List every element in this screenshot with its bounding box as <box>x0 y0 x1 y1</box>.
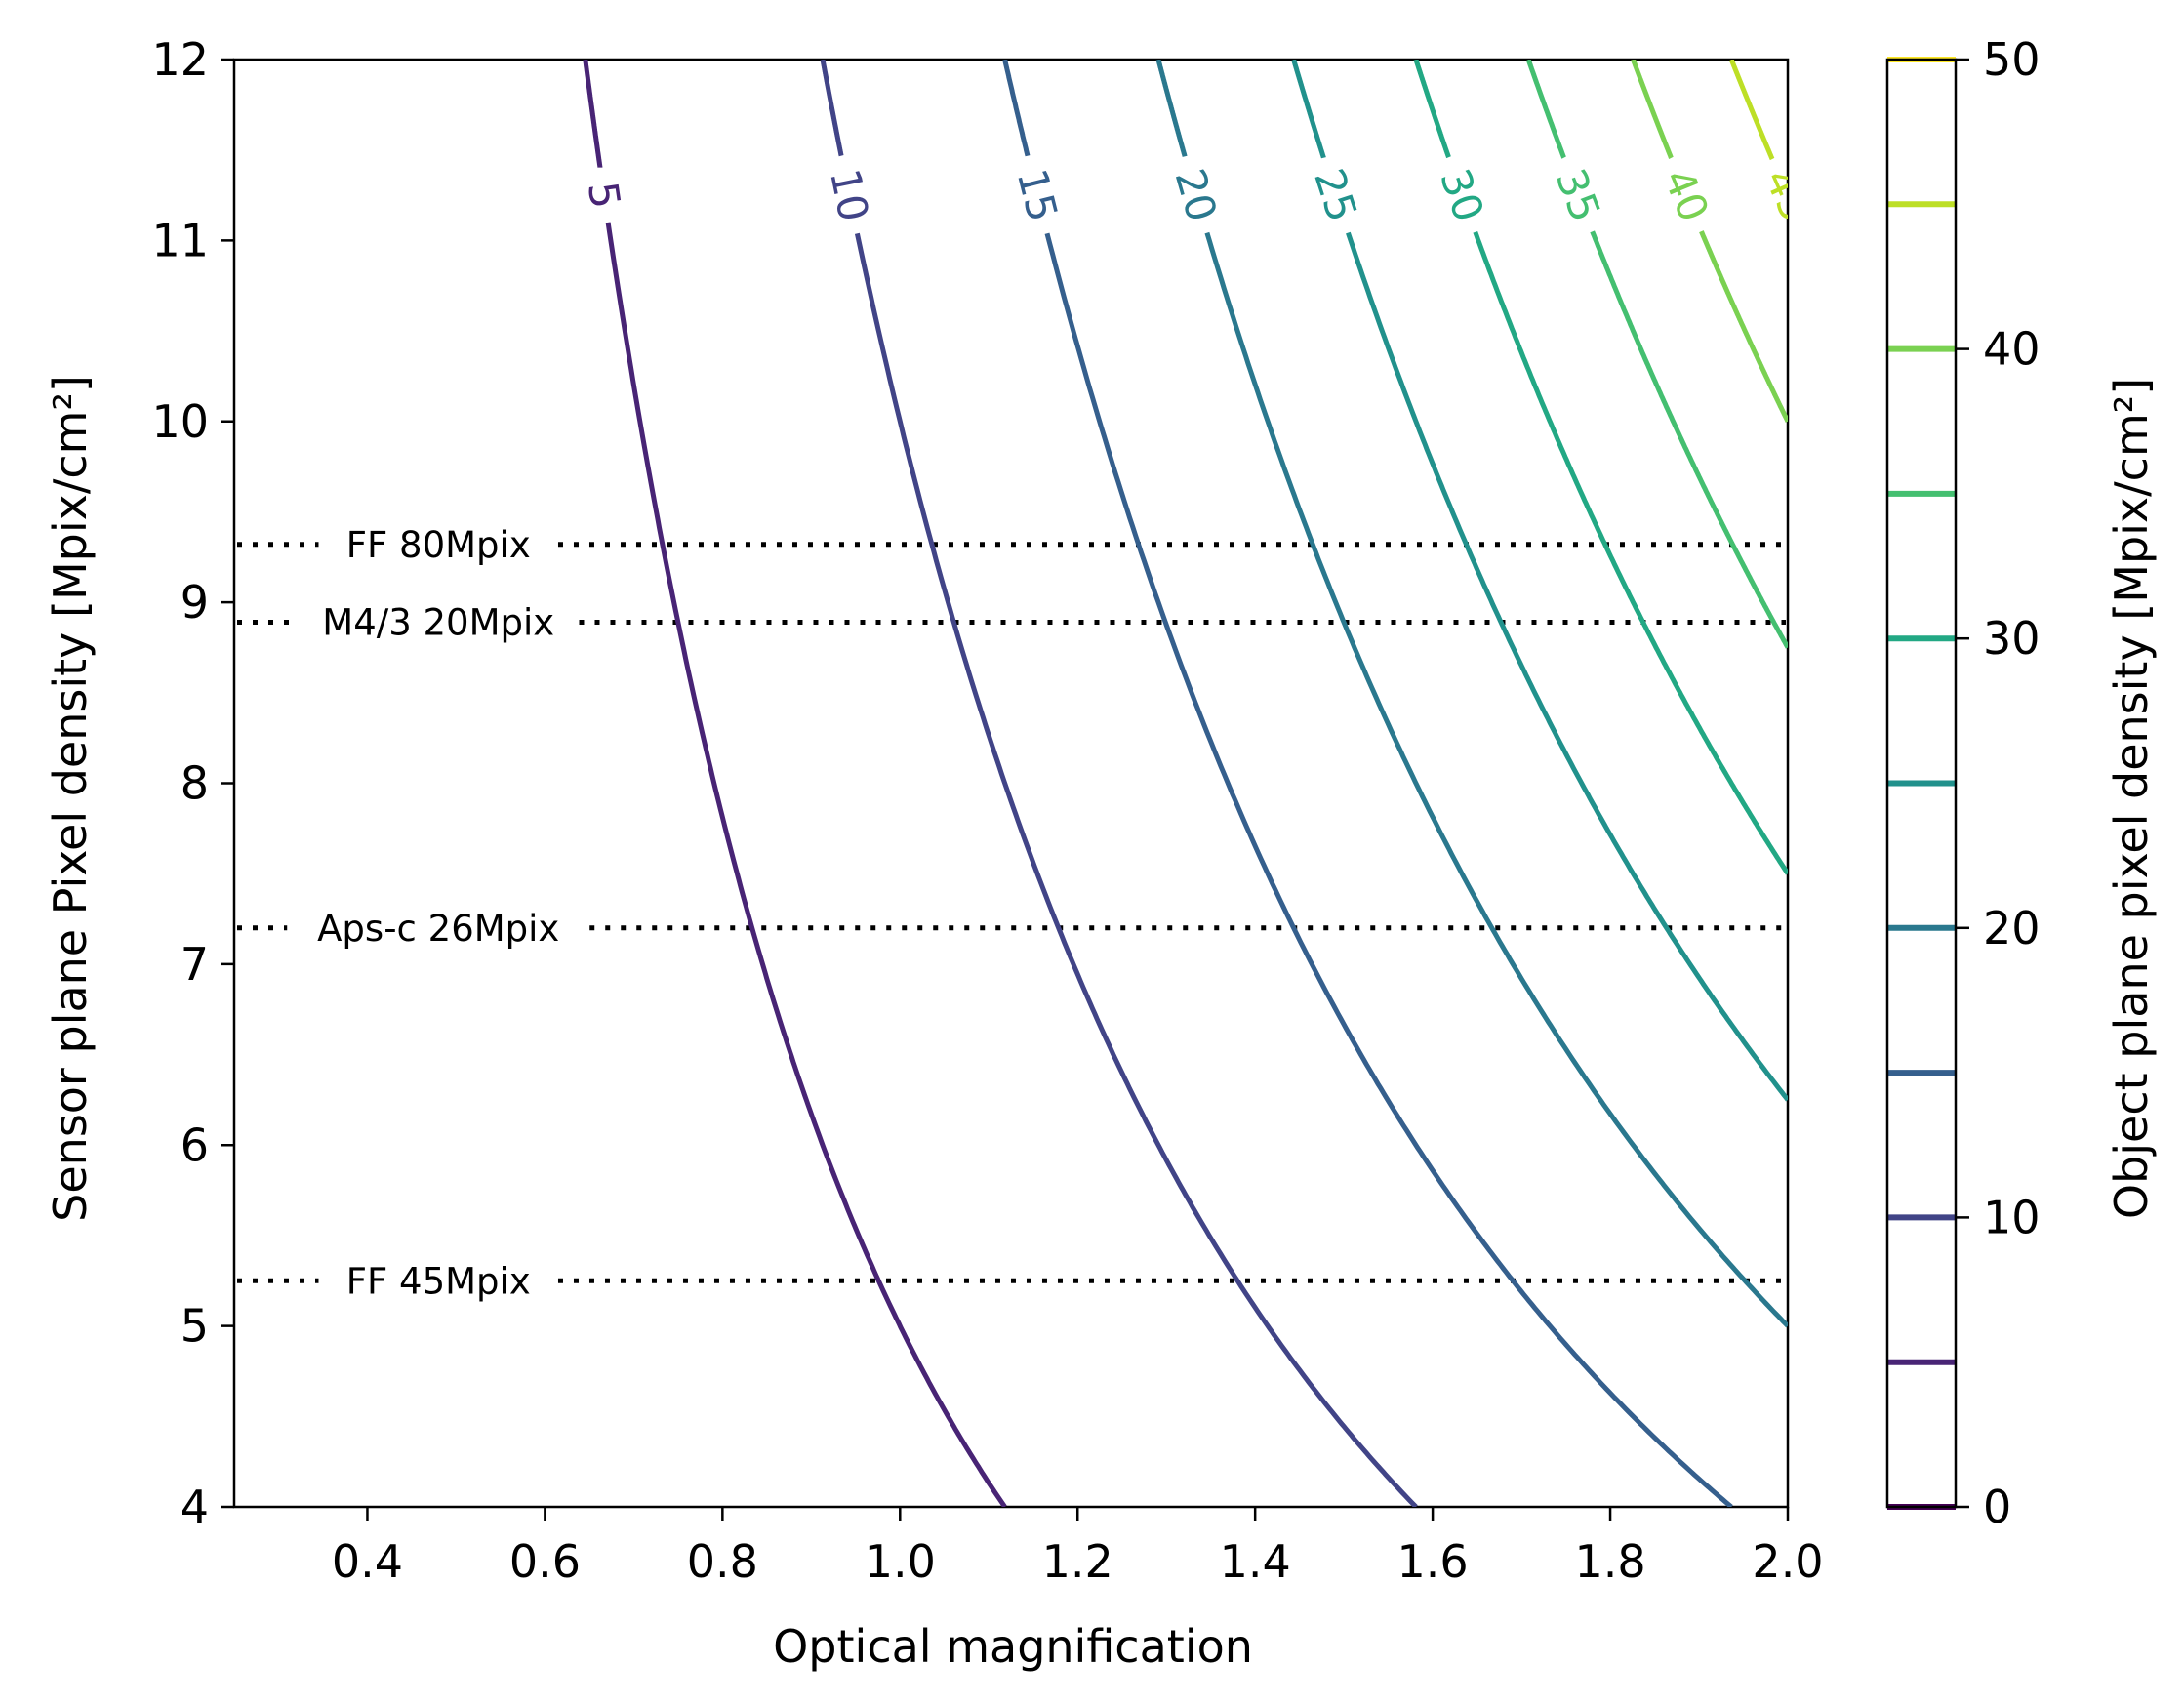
contour-line-45 <box>1728 60 1775 161</box>
contour-line-40 <box>1699 230 1788 423</box>
contour-line-40 <box>1631 60 1674 160</box>
x-tick-label: 0.6 <box>509 1535 581 1588</box>
contour-label-15: 15 <box>1008 164 1068 226</box>
colorbar-tick-label: 30 <box>1983 612 2041 665</box>
contour-line-25 <box>1346 231 1788 1102</box>
colorbar-label: Object plane pixel density [Mpix/cm²] <box>2105 378 2158 1219</box>
x-tick-label: 1.4 <box>1220 1535 1291 1588</box>
sensor-line-label: FF 80Mpix <box>346 524 531 566</box>
x-axis-label: Optical magnification <box>773 1620 1253 1673</box>
contour-line-35 <box>1525 60 1566 159</box>
contour-line-5 <box>605 222 1007 1507</box>
x-tick-label: 2.0 <box>1752 1535 1823 1588</box>
x-tick-label: 1.8 <box>1574 1535 1645 1588</box>
x-tick-label: 1.2 <box>1042 1535 1113 1588</box>
x-tick-label: 0.8 <box>687 1535 758 1588</box>
sensor-line-label: M4/3 20Mpix <box>322 602 554 644</box>
contour-line-10 <box>820 60 844 157</box>
sensor-line-label: FF 45Mpix <box>346 1260 531 1302</box>
x-tick-label: 0.4 <box>332 1535 403 1588</box>
colorbar-tick-label: 40 <box>1983 323 2041 376</box>
colorbar: 0 10 20 30 40 50 <box>1885 33 2041 1533</box>
y-tick-label: 5 <box>181 1300 209 1353</box>
contour-label-45: 45 <box>1756 162 1820 229</box>
contour-label-40: 40 <box>1654 162 1719 228</box>
contour-line-5 <box>583 60 603 168</box>
y-tick-label: 12 <box>151 33 209 86</box>
contour-label-20: 20 <box>1166 164 1227 227</box>
contour-line-30 <box>1473 230 1788 875</box>
y-tick-label: 11 <box>151 214 209 266</box>
contour-line-15 <box>1044 232 1733 1507</box>
y-tick-label: 4 <box>181 1481 209 1533</box>
colorbar-frame <box>1885 58 1958 1509</box>
sensor-lines: FF 80Mpix M4/3 20Mpix Aps-c 26Mpix FF 45Mpi… <box>237 524 1786 1302</box>
contour-label-5: 5 <box>579 179 629 212</box>
contour-label-30: 30 <box>1431 163 1493 228</box>
y-tick-label: 7 <box>181 938 209 991</box>
y-tick-label: 8 <box>181 757 209 810</box>
sensor-line-label: Aps-c 26Mpix <box>317 908 559 950</box>
contour-line-10 <box>854 232 1418 1507</box>
x-tick-label: 1.0 <box>865 1535 936 1588</box>
y-tick-label: 9 <box>181 576 209 629</box>
x-tick-label: 1.6 <box>1397 1535 1469 1588</box>
colorbar-tick-label: 20 <box>1983 902 2041 955</box>
y-tick-label: 6 <box>181 1118 209 1171</box>
contour-lines: 5 10 15 20 25 30 35 40 45 <box>579 60 1820 1507</box>
colorbar-tick-label: 50 <box>1983 33 2041 86</box>
contour-label-35: 35 <box>1547 162 1610 227</box>
colorbar-tick-label: 10 <box>1983 1191 2041 1243</box>
y-axis-label: Sensor plane Pixel density [Mpix/cm²] <box>44 375 97 1222</box>
contour-line-25 <box>1291 60 1326 159</box>
contour-label-10: 10 <box>821 165 878 225</box>
contour-line-20 <box>1155 60 1188 157</box>
colorbar-tick-label: 0 <box>1983 1481 2011 1533</box>
contour-line-20 <box>1204 231 1788 1328</box>
contour-label-25: 25 <box>1305 163 1366 227</box>
contour-line-35 <box>1590 230 1788 649</box>
contour-line-30 <box>1413 60 1451 159</box>
contour-line-15 <box>1002 60 1031 157</box>
y-tick-label: 10 <box>151 395 209 448</box>
